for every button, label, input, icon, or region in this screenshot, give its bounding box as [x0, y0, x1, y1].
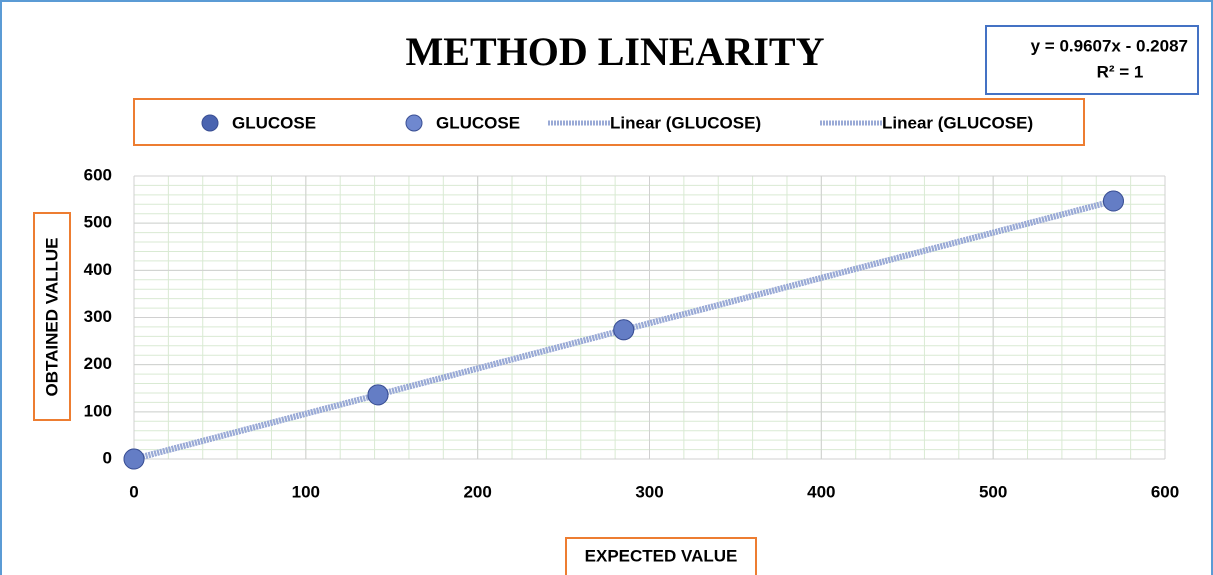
data-point	[123, 448, 145, 470]
equation-box	[985, 25, 1199, 95]
legend-label: GLUCOSE	[232, 113, 316, 132]
y-tick-label: 100	[84, 401, 112, 420]
y-tick-label: 200	[84, 354, 112, 373]
y-label-box	[33, 212, 71, 421]
y-tick-label: 400	[84, 260, 112, 279]
x-label-box	[565, 537, 757, 575]
legend-label: GLUCOSE	[436, 113, 520, 132]
legend-marker	[201, 114, 219, 132]
x-tick-label: 100	[292, 482, 320, 501]
trendline	[133, 198, 1115, 462]
y-tick-label: 0	[103, 448, 112, 467]
data-point	[1102, 190, 1124, 212]
x-axis-label: EXPECTED VALUE	[585, 546, 738, 565]
x-tick-label: 300	[635, 482, 663, 501]
data-point	[367, 384, 389, 406]
legend-label: Linear (GLUCOSE)	[610, 113, 761, 132]
legend-marker	[405, 114, 423, 132]
x-tick-label: 600	[1151, 482, 1179, 501]
y-tick-label: 500	[84, 213, 112, 232]
equation: y = 0.9607x - 0.2087	[1031, 36, 1188, 55]
r-squared: R² = 1	[1097, 62, 1144, 81]
x-tick-label: 500	[979, 482, 1007, 501]
chart-title: METHOD LINEARITY	[406, 29, 825, 74]
y-tick-label: 600	[84, 165, 112, 184]
x-tick-label: 200	[463, 482, 491, 501]
y-tick-label: 300	[84, 307, 112, 326]
data-point	[613, 319, 635, 341]
x-tick-label: 400	[807, 482, 835, 501]
x-tick-label: 0	[129, 482, 138, 501]
y-axis-label: OBTAINED VALLUE	[42, 238, 61, 397]
legend-label: Linear (GLUCOSE)	[882, 113, 1033, 132]
